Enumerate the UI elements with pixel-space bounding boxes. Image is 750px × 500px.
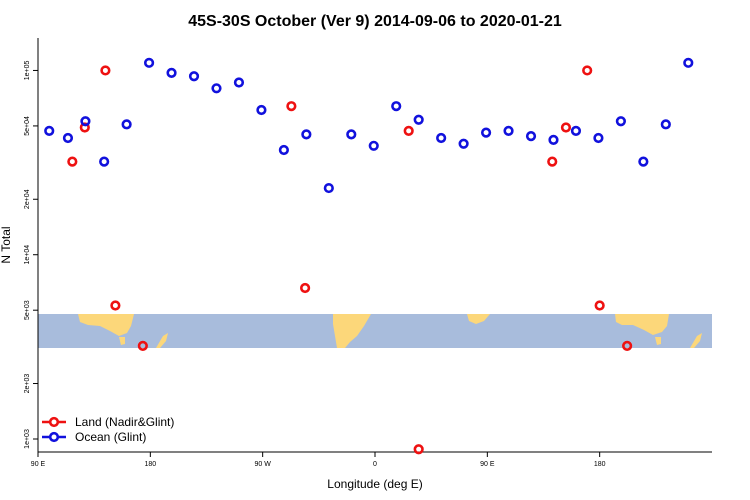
data-points: [44, 57, 694, 455]
x-tick-label: 90 W: [254, 461, 271, 468]
map-strip: [38, 314, 712, 348]
map-land: [156, 333, 168, 348]
x-tick-label: 90 E: [31, 461, 46, 468]
ocean-point: [166, 67, 177, 78]
legend-label: Ocean (Glint): [75, 430, 146, 444]
map-land: [333, 314, 371, 348]
x-tick-label: 180: [144, 461, 156, 468]
land-point: [110, 300, 121, 311]
x-tick-label: 180: [594, 461, 606, 468]
ocean-point: [660, 119, 671, 130]
map-land: [655, 337, 661, 345]
map-land: [690, 333, 702, 348]
ocean-point: [436, 132, 447, 144]
ocean-point: [503, 125, 514, 136]
ocean-point: [458, 138, 469, 149]
map-land: [467, 314, 490, 324]
ocean-point: [80, 116, 91, 127]
y-tick-label: 5e+03: [24, 300, 31, 320]
x-tick-label: 90 E: [480, 461, 495, 468]
axes: 90 E 180 90 W 0 90 E 180 1e+03 2e+03 5e+03 1e+04 2…: [24, 38, 712, 468]
legend-label: Land (Nadir&Glint): [75, 415, 174, 429]
ocean-point: [44, 125, 55, 136]
y-tick-label: 1e+03: [24, 429, 31, 449]
y-tick-label: 2e+04: [24, 189, 31, 209]
land-point: [413, 444, 424, 455]
land-point: [137, 340, 148, 352]
y-tick-label: 5e+04: [24, 116, 31, 136]
x-tick-label: 0: [373, 461, 377, 468]
ocean-point: [525, 131, 537, 142]
ocean-series: [44, 57, 694, 194]
map-land: [615, 314, 669, 335]
land-point: [547, 156, 558, 167]
ocean-point: [346, 129, 357, 140]
ocean-point: [211, 83, 222, 94]
legend-marker: [48, 416, 60, 428]
ocean-point: [570, 125, 582, 136]
legend-marker: [48, 431, 60, 443]
ocean-point: [480, 127, 492, 138]
land-point: [560, 122, 572, 133]
ocean-point: [99, 156, 110, 167]
ocean-point: [593, 132, 604, 144]
ocean-point: [121, 119, 132, 130]
ocean-point: [683, 57, 694, 68]
map-land: [78, 314, 134, 336]
ocean-point: [301, 129, 312, 140]
land-point: [67, 156, 78, 167]
land-point: [286, 101, 297, 112]
land-point: [582, 65, 593, 76]
map-ocean: [38, 314, 712, 348]
ocean-point: [143, 57, 155, 68]
chart-title: 45S-30S October (Ver 9) 2014-09-06 to 20…: [188, 13, 562, 30]
ocean-point: [413, 114, 424, 125]
land-point: [403, 125, 414, 136]
land-point: [300, 282, 311, 294]
land-point: [100, 65, 111, 76]
y-axis-label: N Total: [0, 226, 13, 263]
ocean-point: [233, 77, 245, 88]
land-series: [67, 65, 633, 455]
map-land: [119, 337, 125, 345]
y-tick-label: 2e+03: [24, 374, 31, 394]
ocean-point: [188, 71, 200, 82]
ocean-point: [278, 144, 289, 156]
land-point: [594, 300, 605, 311]
ocean-point: [256, 104, 267, 116]
ocean-point: [638, 156, 649, 167]
ocean-point: [615, 116, 626, 127]
x-axis-label: Longitude (deg E): [327, 477, 422, 491]
ocean-point: [62, 132, 74, 144]
land-point: [622, 340, 633, 352]
y-tick-label: 1e+05: [24, 61, 31, 81]
legend: Land (Nadir&Glint)Ocean (Glint): [42, 415, 174, 444]
y-tick-label: 1e+04: [24, 245, 31, 265]
ocean-point: [548, 134, 559, 145]
ocean-point: [368, 140, 379, 151]
ocean-point: [323, 182, 334, 194]
ocean-point: [391, 101, 402, 112]
